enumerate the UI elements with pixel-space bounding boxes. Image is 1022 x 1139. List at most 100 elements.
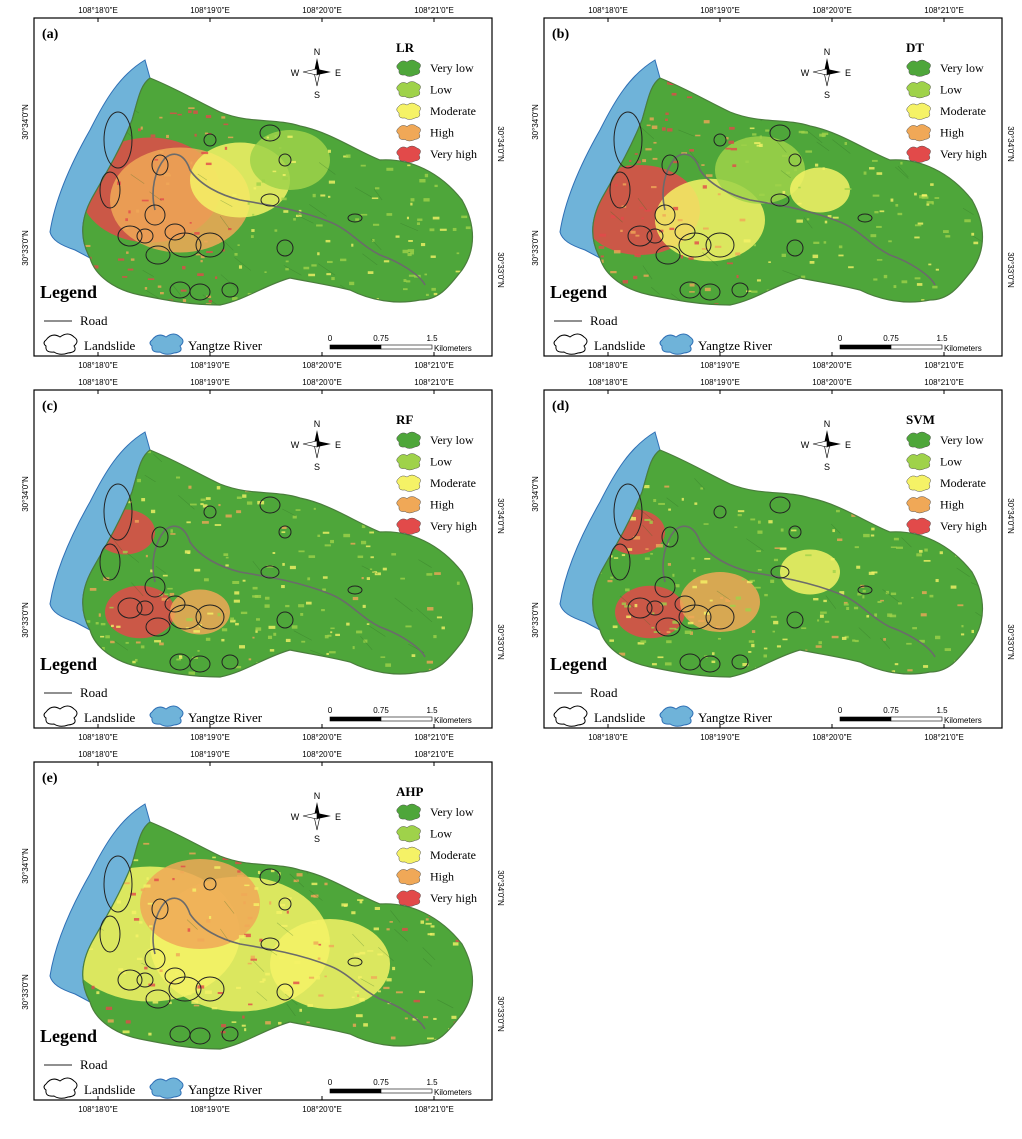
landslide-polygon: [613, 483, 643, 541]
legend-swatch-very-low: [396, 803, 421, 821]
landslide-legend-icon: [553, 705, 588, 727]
bottom-longitude-label: 108°18'0"E: [78, 733, 118, 742]
north-arrow-icon: N S E W: [291, 791, 341, 844]
top-longitude-label: 108°21'0"E: [924, 378, 964, 387]
susceptibility-zone-very-high: [615, 585, 685, 639]
top-longitude-label: 108°19'0"E: [190, 378, 230, 387]
scale-label: 1.5: [426, 706, 438, 715]
legend-class-label: Moderate: [430, 104, 476, 118]
river-legend-icon: [659, 333, 694, 355]
legend-class-label: Very high: [430, 147, 477, 161]
road-line: [152, 897, 426, 1030]
bottom-longitude-label: 108°18'0"E: [78, 361, 118, 370]
legend-river-label: Yangtze River: [188, 710, 263, 725]
scale-label: 1.5: [426, 1078, 438, 1087]
compass-s-label: S: [824, 90, 830, 100]
right-latitude-label: 30°34'0"N: [496, 126, 505, 162]
bottom-longitude-label: 108°19'0"E: [190, 361, 230, 370]
legend-class-label: Very low: [430, 433, 474, 447]
legend-swatch-low: [396, 453, 421, 471]
map-frame: [33, 389, 493, 729]
landslide-polygon: [661, 154, 679, 176]
landslide-polygon: [655, 617, 681, 637]
landslide-polygon: [203, 877, 217, 891]
left-latitude-label: 30°33'0"N: [21, 602, 30, 638]
legend-swatch-low: [396, 81, 421, 99]
legend-swatch-moderate: [396, 846, 421, 864]
landslide-polygon: [195, 604, 225, 630]
map-panel-rf: 108°18'0"E 108°19'0"E 108°20'0"E 108°21'0"E…: [0, 372, 510, 744]
bottom-longitude-label: 108°18'0"E: [78, 1105, 118, 1114]
legend-swatch-very-high: [396, 889, 421, 907]
landslide-polygon: [189, 655, 211, 673]
scale-label: 1.5: [936, 706, 948, 715]
susceptibility-zone-moderate: [270, 919, 390, 1009]
right-latitude-label: 30°33'0"N: [496, 996, 505, 1032]
map-frame: [543, 17, 1003, 357]
landslide-polygon: [164, 223, 186, 241]
compass-s-label: S: [314, 90, 320, 100]
left-latitude-label: 30°33'0"N: [531, 230, 540, 266]
top-longitude-label: 108°19'0"E: [190, 750, 230, 759]
landslide-legend-icon: [553, 333, 588, 355]
legend-class-label: Low: [430, 455, 452, 469]
bottom-longitude-label: 108°20'0"E: [302, 733, 342, 742]
landslide-polygon: [103, 111, 133, 169]
susceptibility-surface: [592, 450, 983, 677]
landslide-polygon: [221, 654, 239, 670]
susceptibility-zone-high: [140, 859, 260, 949]
scale-label: 0.75: [883, 706, 899, 715]
landslide-polygon: [144, 948, 166, 970]
legend-swatch-very-high: [396, 145, 421, 163]
landslide-polygon: [278, 153, 292, 167]
legend-class-label: High: [940, 126, 964, 140]
legend-swatch-very-high: [906, 145, 931, 163]
bottom-longitude-label: 108°21'0"E: [414, 1105, 454, 1114]
legend-swatch-high: [396, 868, 421, 886]
legend-swatch-low: [906, 453, 931, 471]
top-longitude-label: 108°20'0"E: [812, 6, 852, 15]
map-svg: 108°18'0"E 108°19'0"E 108°20'0"E 108°21'0"E…: [531, 378, 1015, 742]
top-longitude-label: 108°20'0"E: [302, 6, 342, 15]
legend-road-label: Road: [80, 1057, 108, 1072]
model-name: AHP: [396, 784, 424, 799]
north-arrow-icon: N S E W: [291, 47, 341, 100]
landslide-polygon: [705, 232, 735, 258]
compass-n-label: N: [314, 791, 321, 801]
compass-w-label: W: [801, 440, 810, 450]
landslide-polygon: [699, 283, 721, 301]
map-panel-dt: 108°18'0"E 108°19'0"E 108°20'0"E 108°21'0"E…: [510, 0, 1020, 372]
map-panel-svm: 108°18'0"E 108°19'0"E 108°20'0"E 108°21'0"E…: [510, 372, 1020, 744]
scale-unit: Kilometers: [434, 1088, 472, 1097]
study-area-outline: [82, 77, 473, 306]
study-area-outline: [82, 449, 473, 678]
bottom-longitude-label: 108°19'0"E: [190, 1105, 230, 1114]
landslide-polygon: [613, 111, 643, 169]
landslide-polygon: [788, 525, 802, 539]
landslide-polygon: [857, 213, 873, 223]
legend-swatch-very-high: [396, 517, 421, 535]
legend-title: Legend: [550, 654, 607, 674]
susceptibility-zone-low: [715, 136, 805, 204]
landslide-polygon: [195, 976, 225, 1002]
landslide-polygon: [627, 225, 653, 247]
scale-label: 1.5: [936, 334, 948, 343]
legend-class-label: Very high: [430, 891, 477, 905]
compass-w-label: W: [291, 440, 300, 450]
top-longitude-label: 108°19'0"E: [700, 6, 740, 15]
top-longitude-label: 108°18'0"E: [78, 378, 118, 387]
scale-label: 0: [838, 706, 843, 715]
top-longitude-label: 108°21'0"E: [414, 750, 454, 759]
river-legend-icon: [149, 1077, 184, 1099]
landslide-polygon: [674, 595, 696, 613]
right-latitude-label: 30°34'0"N: [496, 870, 505, 906]
road-line: [662, 153, 936, 286]
landslide-polygon: [259, 868, 281, 886]
legend-class-label: Moderate: [430, 848, 476, 862]
landslide-polygon: [103, 483, 133, 541]
landslide-polygon: [203, 133, 217, 147]
road-line: [152, 153, 426, 286]
top-longitude-label: 108°18'0"E: [78, 750, 118, 759]
landslide-polygon: [278, 525, 292, 539]
